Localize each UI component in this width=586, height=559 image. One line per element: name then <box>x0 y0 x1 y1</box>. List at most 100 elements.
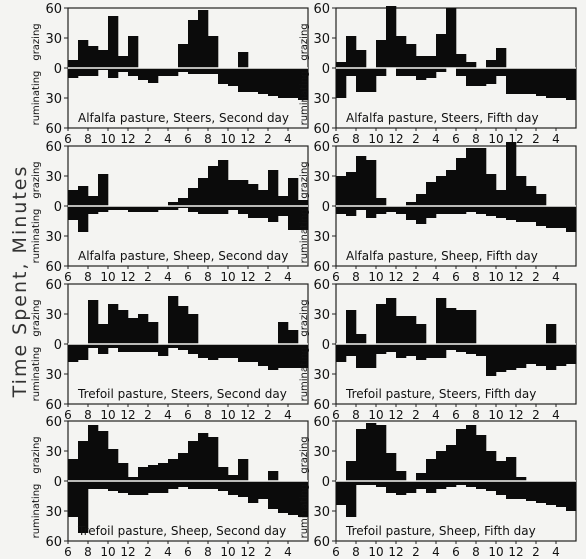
grazing-bar <box>436 451 447 481</box>
ruminating-bar <box>386 206 397 212</box>
ruminating-bar <box>356 68 367 92</box>
ruminating-bar <box>198 481 209 489</box>
ruminating-bar <box>376 481 387 487</box>
ruminating-bar <box>506 344 517 370</box>
x-tick-label: 6 <box>452 270 460 284</box>
ruminating-bar <box>188 68 199 74</box>
ruminating-bar <box>436 481 447 489</box>
y-tick-label: 30 <box>45 92 62 107</box>
ruminating-axis-label: ruminating <box>299 71 310 126</box>
grazing-bar <box>456 158 467 206</box>
grazing-bar <box>396 36 407 68</box>
y-axis-label-text: Time Spent, Minutes <box>9 164 31 397</box>
ruminating-bar <box>288 344 299 368</box>
ruminating-bar <box>556 206 567 228</box>
ruminating-bar <box>346 68 357 76</box>
x-tick-label: 6 <box>184 545 192 559</box>
panel-title: Trefoil pasture, Steers, Second day <box>77 387 287 401</box>
x-tick-label: 4 <box>432 270 440 284</box>
x-tick-label: 4 <box>284 270 292 284</box>
grazing-bar <box>446 170 457 206</box>
grazing-bar <box>108 449 119 481</box>
grazing-bar <box>466 148 477 206</box>
ruminating-bar <box>88 68 99 76</box>
panel-title: Alfalfa pasture, Sheep, Second day <box>78 249 288 263</box>
x-tick-label: 12 <box>508 545 523 559</box>
ruminating-bar <box>516 481 527 499</box>
grazing-bar <box>238 52 249 68</box>
x-tick-label: 10 <box>368 545 383 559</box>
x-tick-label: 2 <box>144 132 152 146</box>
grazing-bar <box>88 425 99 481</box>
grazing-bar <box>476 148 487 206</box>
x-tick-label: 10 <box>100 132 115 146</box>
ruminating-bar <box>168 481 179 489</box>
ruminating-bar <box>496 481 507 495</box>
x-tick-label: 6 <box>64 408 72 422</box>
x-tick-label: 8 <box>352 545 360 559</box>
x-tick-label: 10 <box>488 270 503 284</box>
grazing-bar <box>416 56 427 68</box>
x-tick-label: 10 <box>100 545 115 559</box>
ruminating-bar <box>446 481 457 487</box>
ruminating-bar <box>336 68 347 98</box>
ruminating-bar <box>258 481 269 499</box>
y-tick-label: 60 <box>45 140 62 155</box>
x-tick-label: 10 <box>368 408 383 422</box>
ruminating-bar <box>476 481 487 489</box>
ruminating-bar <box>426 481 437 493</box>
x-tick-label: 4 <box>164 270 172 284</box>
grazing-bar <box>218 160 229 206</box>
ruminating-bar <box>238 481 249 497</box>
x-tick-label: 4 <box>432 545 440 559</box>
ruminating-bar <box>416 344 427 360</box>
grazing-axis-label: grazing <box>31 436 42 473</box>
grazing-bar <box>346 310 357 344</box>
ruminating-bar <box>516 68 527 94</box>
grazing-bar <box>158 463 169 481</box>
grazing-bar <box>436 176 447 206</box>
ruminating-axis-label: ruminating <box>299 209 310 264</box>
ruminating-bar <box>68 206 79 220</box>
ruminating-bar <box>208 206 219 214</box>
ruminating-bar <box>168 68 179 76</box>
grazing-bar <box>128 477 139 481</box>
ruminating-bar <box>228 344 239 358</box>
y-tick-label: 30 <box>45 32 62 47</box>
grazing-bar <box>366 160 377 206</box>
x-tick-label: 4 <box>284 408 292 422</box>
x-tick-label: 8 <box>352 132 360 146</box>
ruminating-bar <box>268 344 279 370</box>
ruminating-bar <box>218 481 229 491</box>
ruminating-bar <box>178 68 189 72</box>
ruminating-axis-label: ruminating <box>31 209 42 264</box>
ruminating-bar <box>228 481 239 495</box>
y-tick-label: 60 <box>313 535 330 550</box>
ruminating-bar <box>386 481 397 493</box>
ruminating-bar <box>208 481 219 489</box>
grazing-bar <box>268 170 279 206</box>
grazing-bar <box>238 459 249 481</box>
ruminating-bar <box>88 206 99 214</box>
ruminating-bar <box>238 344 249 362</box>
x-tick-label: 8 <box>352 270 360 284</box>
ruminating-bar <box>228 206 239 210</box>
grazing-bar <box>238 180 249 206</box>
grazing-bar <box>526 186 537 206</box>
grazing-bar <box>486 451 497 481</box>
x-tick-label: 4 <box>284 545 292 559</box>
x-tick-label: 2 <box>532 545 540 559</box>
ruminating-bar <box>188 206 199 212</box>
panel-title: Alfalfa pasture, Sheep, Fifth day <box>346 249 538 263</box>
x-tick-label: 8 <box>84 545 92 559</box>
grazing-bar <box>188 441 199 481</box>
ruminating-bar <box>466 206 477 212</box>
ruminating-bar <box>446 344 457 350</box>
ruminating-bar <box>546 68 557 98</box>
x-tick-label: 2 <box>412 132 420 146</box>
grazing-bar <box>406 316 417 344</box>
x-tick-label: 2 <box>532 270 540 284</box>
grazing-bar <box>198 10 209 68</box>
